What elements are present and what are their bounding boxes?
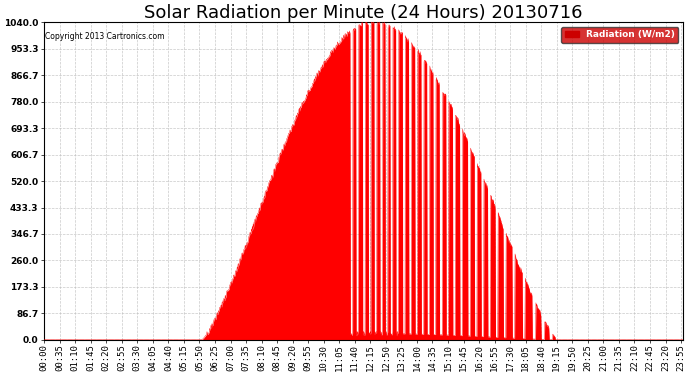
Legend: Radiation (W/m2): Radiation (W/m2) xyxy=(562,27,678,43)
Text: Copyright 2013 Cartronics.com: Copyright 2013 Cartronics.com xyxy=(46,32,165,41)
Title: Solar Radiation per Minute (24 Hours) 20130716: Solar Radiation per Minute (24 Hours) 20… xyxy=(144,4,583,22)
